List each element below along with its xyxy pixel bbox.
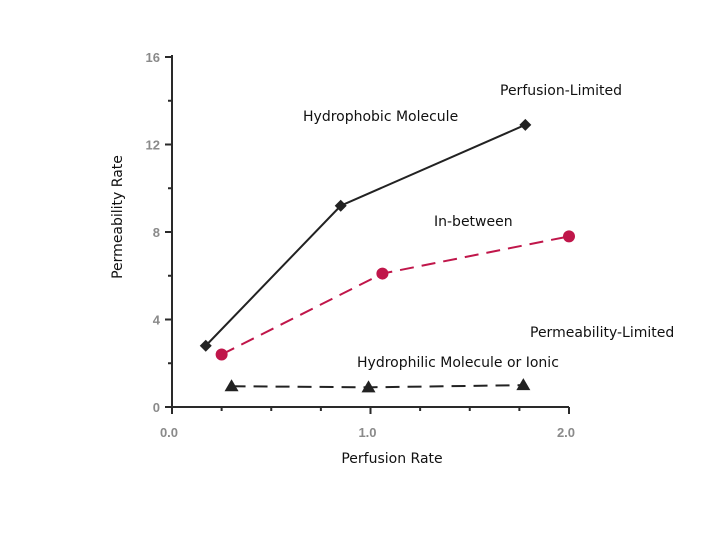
data-point-hydrophilic xyxy=(516,378,531,391)
y-tick-label: 0 xyxy=(153,400,160,415)
x-ticks: 0.0 1.0 2.0 xyxy=(160,407,575,440)
x-axis-title: Perfusion Rate xyxy=(341,451,442,467)
series-line-in-between xyxy=(221,235,570,356)
annotation-in-between: In-between xyxy=(434,214,513,230)
y-axis-title: Permeability Rate xyxy=(110,155,126,279)
annotation-perfusion-limited: Perfusion-Limited xyxy=(500,83,622,99)
series-in-between xyxy=(215,230,575,361)
annotation-hydrophobic-molecule: Hydrophobic Molecule xyxy=(303,109,458,125)
axes: 0 4 8 12 16 0.0 1.0 2.0 xyxy=(146,50,576,440)
annotation-permeability-limited: Permeability-Limited xyxy=(530,325,674,341)
y-ticks: 0 4 8 12 16 xyxy=(146,50,172,415)
y-tick-label: 16 xyxy=(146,50,160,65)
x-tick-label: 1.0 xyxy=(358,425,376,440)
series-hydrophilic xyxy=(224,378,531,393)
data-point-hydrophobic xyxy=(199,339,212,352)
x-tick-label: 2.0 xyxy=(557,425,575,440)
series-line-hydrophobic xyxy=(205,123,526,347)
annotation-hydrophilic-molecule: Hydrophilic Molecule or Ionic xyxy=(357,355,559,371)
data-point-in-between xyxy=(563,230,575,243)
data-point-hydrophilic xyxy=(224,379,239,392)
data-point-hydrophobic xyxy=(334,199,347,212)
y-tick-label: 4 xyxy=(153,313,161,328)
y-tick-label: 8 xyxy=(153,225,160,240)
data-point-in-between xyxy=(215,348,228,361)
series-layer xyxy=(199,118,575,393)
series-line-hydrophilic xyxy=(231,384,524,389)
data-point-hydrophilic xyxy=(361,380,376,393)
x-tick-label: 0.0 xyxy=(160,425,178,440)
data-point-hydrophobic xyxy=(519,118,532,131)
series-hydrophobic xyxy=(199,118,532,352)
data-point-in-between xyxy=(376,267,389,280)
y-tick-label: 12 xyxy=(146,138,160,153)
